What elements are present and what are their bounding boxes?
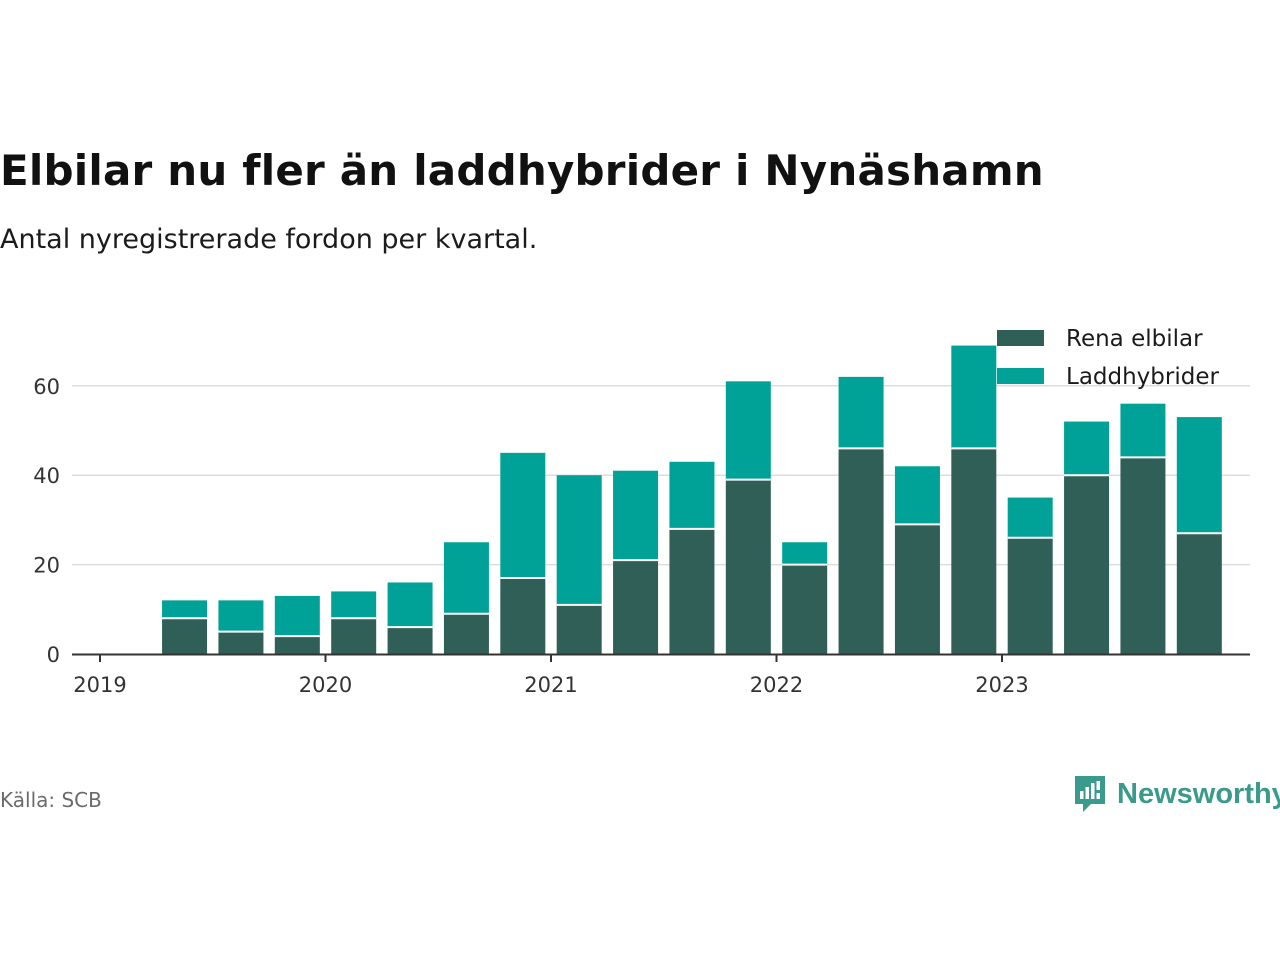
source-note: Källa: SCB — [0, 788, 102, 812]
bar-elbilar-2019-Q4 — [274, 636, 320, 654]
newsworthy-logo-icon — [1075, 776, 1105, 812]
bar-laddhybrider-2020-Q3 — [443, 542, 489, 614]
bar-laddhybrider-2019-Q4 — [274, 595, 320, 637]
bar-laddhybrider-2019-Q3 — [218, 600, 264, 632]
bar-elbilar-2021-Q4 — [725, 479, 771, 654]
bar-laddhybrider-2019-Q2 — [162, 600, 208, 619]
y-tick-label: 60 — [33, 375, 60, 399]
y-tick-label: 0 — [47, 643, 60, 667]
bar-elbilar-2021-Q2 — [613, 560, 659, 654]
bar-elbilar-2023-Q3 — [1120, 457, 1166, 654]
bar-laddhybrider-2023-Q1 — [1007, 497, 1053, 538]
bar-laddhybrider-2020-Q4 — [500, 452, 546, 579]
bar-elbilar-2020-Q1 — [331, 618, 377, 654]
bar-laddhybrider-2021-Q1 — [556, 475, 602, 605]
bar-laddhybrider-2022-Q1 — [782, 542, 828, 565]
bar-elbilar-2019-Q3 — [218, 631, 264, 654]
newsworthy-logo: Newsworthy — [1073, 774, 1280, 814]
bar-elbilar-2023-Q2 — [1064, 475, 1110, 654]
legend-swatch-laddhybrider — [997, 368, 1044, 384]
bar-laddhybrider-2020-Q1 — [331, 591, 377, 619]
bar-elbilar-2022-Q4 — [951, 448, 997, 654]
x-axis: 2019 2020 2021 2022 2023 — [72, 653, 1250, 697]
chart-title: Elbilar nu fler än laddhybrider i Nynäsh… — [0, 146, 1044, 195]
bars — [162, 345, 1222, 654]
bar-laddhybrider-2023-Q4 — [1176, 417, 1222, 534]
bar-elbilar-2021-Q1 — [556, 604, 602, 654]
x-tick-label: 2019 — [73, 673, 126, 697]
legend: Rena elbilar Laddhybrider — [997, 326, 1219, 390]
bar-laddhybrider-2022-Q4 — [951, 345, 997, 449]
stacked-bar-chart: 0 20 40 60 2019 2020 2021 2022 2023 Rena elbila… — [33, 326, 1250, 697]
x-tick-label: 2020 — [299, 673, 352, 697]
bar-elbilar-2019-Q2 — [162, 618, 208, 654]
bar-elbilar-2023-Q1 — [1007, 537, 1053, 654]
bar-laddhybrider-2021-Q3 — [669, 461, 715, 529]
newsworthy-logo-text: Newsworthy — [1117, 777, 1280, 810]
bar-elbilar-2021-Q3 — [669, 528, 715, 654]
y-tick-label: 20 — [33, 554, 60, 578]
y-axis-ticks: 0 20 40 60 — [33, 375, 60, 667]
bar-laddhybrider-2021-Q4 — [725, 381, 771, 480]
gridlines — [72, 385, 1250, 566]
y-tick-label: 40 — [33, 464, 60, 488]
chart-subtitle: Antal nyregistrerade fordon per kvartal. — [0, 224, 538, 255]
x-tick-label: 2023 — [975, 673, 1028, 697]
bar-elbilar-2020-Q3 — [443, 613, 489, 654]
bar-laddhybrider-2022-Q3 — [894, 466, 940, 525]
bar-elbilar-2020-Q4 — [500, 578, 546, 654]
bar-elbilar-2020-Q2 — [387, 627, 433, 654]
legend-label-elbilar: Rena elbilar — [1066, 326, 1203, 352]
legend-swatch-elbilar — [997, 330, 1044, 346]
bar-laddhybrider-2022-Q2 — [838, 376, 884, 449]
x-tick-label: 2021 — [524, 673, 577, 697]
bar-laddhybrider-2021-Q2 — [613, 470, 659, 561]
bar-elbilar-2022-Q2 — [838, 448, 884, 654]
legend-label-laddhybrider: Laddhybrider — [1066, 364, 1219, 390]
x-tick-label: 2022 — [750, 673, 803, 697]
bar-laddhybrider-2023-Q2 — [1064, 421, 1110, 476]
bar-laddhybrider-2023-Q3 — [1120, 403, 1166, 458]
bar-elbilar-2022-Q1 — [782, 564, 828, 654]
bar-laddhybrider-2020-Q2 — [387, 582, 433, 628]
bar-elbilar-2023-Q4 — [1176, 533, 1222, 654]
bar-elbilar-2022-Q3 — [894, 524, 940, 654]
